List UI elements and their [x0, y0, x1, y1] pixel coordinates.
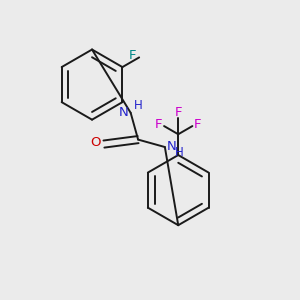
Text: O: O — [90, 136, 101, 149]
Text: N: N — [167, 140, 176, 153]
Text: F: F — [175, 106, 182, 119]
Text: N: N — [119, 106, 129, 119]
Text: H: H — [134, 99, 142, 112]
Text: F: F — [155, 118, 163, 131]
Text: H: H — [175, 146, 184, 159]
Text: F: F — [129, 49, 136, 62]
Text: F: F — [194, 118, 202, 131]
